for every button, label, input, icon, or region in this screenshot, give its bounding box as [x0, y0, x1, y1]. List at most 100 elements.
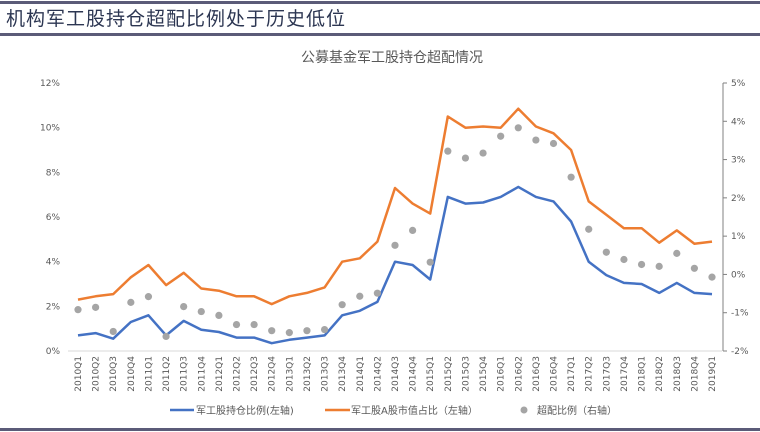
- x-tick-label: 2017Q1: [567, 356, 577, 392]
- x-tick-label: 2013Q1: [285, 356, 295, 392]
- scatter-point: [532, 136, 540, 144]
- series-line-1: [77, 107, 713, 306]
- scatter-point: [215, 311, 223, 319]
- x-tick-label: 2011Q1: [144, 356, 154, 392]
- top-rule: [0, 1, 760, 4]
- scatter-point: [637, 260, 646, 269]
- x-tick-label: 2015Q4: [479, 356, 489, 392]
- scatter-point: [620, 255, 628, 264]
- scatter-point: [197, 307, 205, 316]
- x-tick-label: 2018Q2: [655, 356, 665, 392]
- x-tick-label: 2011Q4: [197, 356, 207, 392]
- x-tick-label: 2018Q3: [673, 356, 683, 392]
- x-tick-label: 2017Q2: [585, 356, 595, 392]
- scatter-point: [567, 173, 575, 181]
- page-heading: 机构军工股持仓超配比例处于历史低位: [6, 8, 347, 30]
- scatter-point: [338, 301, 346, 309]
- legend-swatch-gray: [520, 406, 528, 414]
- scatter-point: [479, 149, 487, 157]
- scatter-point: [320, 325, 329, 334]
- scatter-point: [602, 248, 610, 256]
- left-tick-label: 4%: [46, 258, 61, 268]
- right-tick-label: 4%: [731, 117, 746, 127]
- legend: 军工股持仓比例(左轴) 军工股A股市值占比（左轴） 超配比例（右轴）: [170, 404, 617, 417]
- scatter-point: [92, 303, 100, 311]
- legend-label-holding: 军工股持仓比例(左轴): [196, 404, 294, 417]
- scatter-point: [109, 327, 117, 336]
- x-tick-label: 2010Q2: [92, 356, 102, 392]
- x-tick-label: 2010Q3: [109, 356, 119, 392]
- scatter-point: [409, 226, 417, 234]
- x-tick-label: 2010Q1: [74, 356, 84, 392]
- bottom-rule: [0, 428, 760, 431]
- x-tick-label: 2016Q2: [514, 356, 524, 392]
- right-tick-label: -1%: [731, 309, 749, 319]
- scatter-point: [444, 147, 452, 155]
- x-tick-label: 2012Q1: [215, 356, 225, 392]
- scatter-point: [162, 332, 170, 341]
- x-tick-label: 2016Q1: [497, 356, 507, 392]
- right-tick-label: 0%: [731, 270, 746, 280]
- legend-label-overweight: 超配比例（右轴）: [537, 404, 617, 417]
- x-tick-label: 2016Q3: [532, 356, 542, 392]
- left-tick-label: 10%: [40, 124, 60, 134]
- x-tick-label: 2019Q1: [708, 356, 718, 392]
- x-tick-label: 2011Q3: [180, 356, 190, 392]
- scatter-point: [303, 327, 311, 335]
- right-tick-label: -2%: [731, 347, 749, 357]
- chart-title: 公募基金军工股持仓超配情况: [301, 49, 483, 66]
- scatter-point: [74, 306, 82, 314]
- x-tick-label: 2017Q4: [620, 356, 630, 392]
- scatter-point: [673, 249, 681, 257]
- x-tick-label: 2017Q3: [602, 356, 612, 392]
- scatter-point: [585, 225, 593, 233]
- scatter-point: [514, 124, 522, 132]
- x-tick-label: 2014Q2: [373, 356, 383, 392]
- x-tick-label: 2016Q4: [550, 356, 560, 392]
- heading-underline: [0, 33, 760, 36]
- x-tick-label: 2015Q1: [426, 356, 436, 392]
- left-tick-label: 8%: [46, 168, 61, 178]
- x-tick-label: 2018Q1: [638, 356, 648, 392]
- x-tick-label: 2014Q3: [391, 356, 401, 392]
- scatter-point: [391, 241, 399, 249]
- scatter-point: [549, 139, 558, 148]
- legend-label-market-share: 军工股A股市值占比（左轴）: [351, 404, 478, 417]
- x-tick-label: 2011Q2: [162, 356, 172, 392]
- x-tick-label: 2018Q4: [690, 356, 700, 392]
- x-tick-label: 2012Q2: [233, 356, 243, 392]
- left-tick-label: 12%: [40, 79, 60, 89]
- scatter-point: [373, 289, 381, 297]
- scatter-point: [285, 329, 293, 337]
- left-tick-label: 6%: [46, 213, 61, 223]
- scatter-point: [356, 292, 364, 300]
- scatter-point: [127, 298, 135, 306]
- x-tick-label: 2014Q4: [409, 356, 419, 392]
- x-tick-label: 2013Q2: [303, 356, 313, 392]
- series-line-0: [77, 185, 713, 345]
- scatter-point: [250, 320, 258, 329]
- x-tick-label: 2015Q2: [444, 356, 454, 392]
- scatter-point: [268, 327, 276, 335]
- scatter-point: [180, 302, 188, 311]
- scatter-point: [426, 258, 434, 266]
- x-tick-label: 2012Q3: [250, 356, 260, 392]
- left-tick-label: 2%: [46, 302, 61, 312]
- x-tick-label: 2015Q3: [461, 356, 471, 392]
- right-tick-label: 2%: [731, 194, 746, 204]
- x-tick-label: 2010Q4: [127, 356, 137, 392]
- x-tick-label: 2012Q4: [268, 356, 278, 392]
- x-tick-label: 2013Q3: [321, 356, 331, 392]
- scatter-point: [655, 262, 663, 270]
- scatter-point: [461, 154, 470, 162]
- x-tick-label: 2013Q4: [338, 356, 348, 392]
- scatter-point: [690, 264, 698, 272]
- scatter-point: [708, 273, 716, 281]
- right-tick-label: 5%: [731, 79, 746, 89]
- x-tick-label: 2014Q1: [356, 356, 366, 392]
- left-tick-label: 0%: [46, 347, 61, 357]
- right-tick-label: 1%: [731, 232, 746, 242]
- scatter-point: [232, 320, 241, 329]
- scatter-point: [144, 293, 153, 301]
